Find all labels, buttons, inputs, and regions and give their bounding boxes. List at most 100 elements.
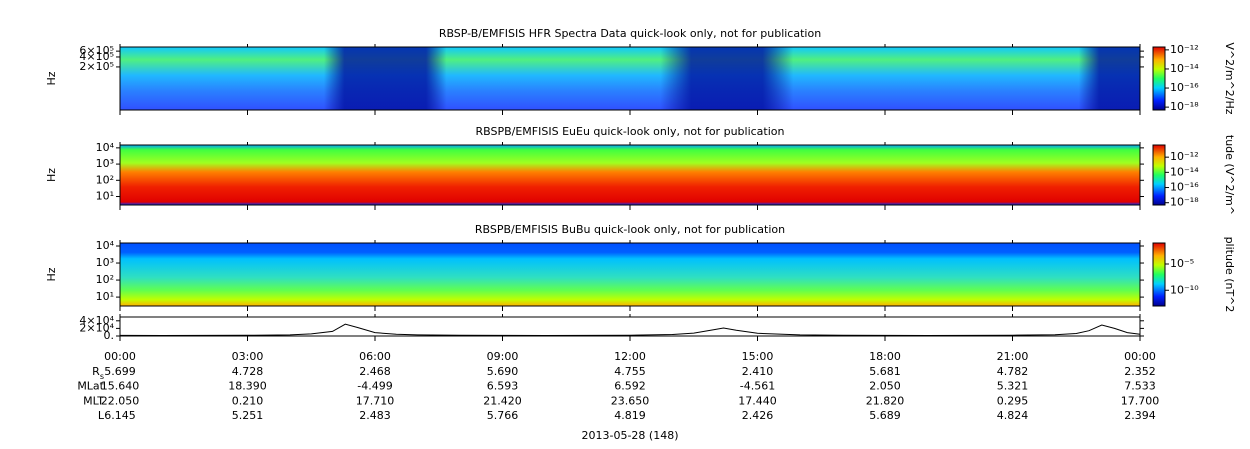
- y-tick-label: 10³: [96, 256, 114, 269]
- x-tick-label: 15:00: [742, 350, 774, 363]
- x-tick-label: 00:00: [104, 350, 136, 363]
- ephemeris-value: 2.426: [742, 409, 774, 422]
- ephemeris-value: 0.210: [232, 394, 264, 407]
- ephemeris-value: 18.390: [228, 380, 267, 393]
- ephemeris-value: 21.820: [866, 394, 905, 407]
- y-tick-label: 10⁴: [96, 141, 115, 154]
- plot-frame: [119, 242, 1141, 307]
- colorbar-tick-label: 10⁻¹⁶: [1170, 81, 1199, 94]
- colorbar-label: V^2/m^2/Hz: [1223, 42, 1236, 114]
- colorbar-tick-label: 10⁻¹⁴: [1170, 62, 1199, 75]
- x-tick-label: 12:00: [614, 350, 646, 363]
- ephemeris-value: 6.593: [487, 380, 519, 393]
- x-tick-label: 03:00: [232, 350, 264, 363]
- y-axis-label: Hz: [45, 168, 58, 182]
- ephemeris-value: 2.410: [742, 365, 774, 378]
- ephemeris-value: 5.681: [869, 365, 901, 378]
- ephemeris-value: 5.690: [487, 365, 519, 378]
- ephemeris-row-label: Rs: [92, 365, 104, 381]
- y-tick-label: 2×10⁴: [79, 321, 114, 334]
- ephemeris-value: 17.700: [1121, 394, 1160, 407]
- ephemeris-value: 2.483: [359, 409, 391, 422]
- ephemeris-value: 5.321: [997, 380, 1029, 393]
- ephemeris-value: 2.394: [1124, 409, 1156, 422]
- ephemeris-value: 5.699: [104, 365, 136, 378]
- y-tick-label: 10¹: [96, 190, 114, 203]
- plot-frame: [119, 46, 1141, 111]
- y-tick-label: 2×10⁵: [79, 60, 114, 73]
- ephemeris-row-name: MLT: [83, 394, 104, 407]
- y-axis-label: Hz: [45, 267, 58, 281]
- y-tick-label: 10⁴: [96, 239, 115, 252]
- spectrogram-image: [120, 47, 1140, 110]
- panel-title: RBSPB/EMFISIS EuEu quick-look only, not …: [475, 125, 784, 138]
- ephemeris-row-name: L: [98, 409, 105, 422]
- ephemeris-row-label: MLT: [83, 394, 104, 407]
- colorbar-label: tude (V^2/m^: [1223, 135, 1236, 215]
- ephemeris-value: 17.710: [356, 394, 395, 407]
- panel-title: RBSPB/EMFISIS BuBu quick-look only, not …: [475, 223, 785, 236]
- colorbar-tick-label: 10⁻¹²: [1170, 150, 1199, 163]
- y-tick-label: 10²: [96, 173, 114, 186]
- ephemeris-row-label: MLat: [77, 380, 104, 393]
- colorbar: [1152, 46, 1166, 111]
- ephemeris-value: 21.420: [483, 394, 522, 407]
- ephemeris-value: 6.592: [614, 380, 646, 393]
- ephemeris-value: 4.782: [997, 365, 1029, 378]
- y-tick-label: 0.: [104, 329, 115, 342]
- colorbar-tick-label: 10⁻¹⁸: [1170, 100, 1199, 113]
- y-tick-label: 10³: [96, 157, 114, 170]
- ephemeris-value: 23.650: [611, 394, 650, 407]
- colorbar-tick-label: 10⁻¹⁸: [1170, 196, 1199, 209]
- y-tick-label: 10²: [96, 273, 114, 286]
- ephemeris-value: -4.561: [740, 380, 775, 393]
- x-tick-label: 06:00: [359, 350, 391, 363]
- ephemeris-value: 4.755: [614, 365, 646, 378]
- ephemeris-value: 22.050: [101, 394, 140, 407]
- plot-frame: [119, 144, 1141, 206]
- ephemeris-value: 0.295: [997, 394, 1029, 407]
- colorbar-tick-label: 10⁻¹²: [1170, 43, 1199, 56]
- ephemeris-value: -4.499: [357, 380, 392, 393]
- x-tick-label: 00:00: [1124, 350, 1156, 363]
- ephemeris-value: 5.689: [869, 409, 901, 422]
- ephemeris-row-name: R: [92, 365, 100, 378]
- ephemeris-value: 5.766: [487, 409, 519, 422]
- spectrogram-fills: [120, 47, 1140, 306]
- colorbar-tick-label: 10⁻¹⁰: [1170, 283, 1199, 296]
- x-tick-label: 09:00: [487, 350, 519, 363]
- ephemeris-value: 7.533: [1124, 380, 1156, 393]
- x-tick-label: 18:00: [869, 350, 901, 363]
- ephemeris-value: 2.050: [869, 380, 901, 393]
- data-line: [119, 323, 1141, 337]
- ephemeris-value: 15.640: [101, 380, 140, 393]
- ephemeris-value: 4.819: [614, 409, 646, 422]
- y-tick-label: 6×10⁵: [79, 44, 114, 57]
- ephemeris-row-name: MLat: [77, 380, 104, 393]
- colorbar-tick-label: 10⁻¹⁶: [1170, 181, 1199, 194]
- ephemeris-value: 4.728: [232, 365, 264, 378]
- ephemeris-value: 5.251: [232, 409, 264, 422]
- plot-frame: [119, 316, 1141, 337]
- ephemeris-value: 6.145: [104, 409, 136, 422]
- colorbar: [1152, 144, 1166, 206]
- ephemeris-value: 2.352: [1124, 365, 1156, 378]
- colorbar-tick-label: 10⁻⁵: [1170, 257, 1194, 270]
- date-label: 2013-05-28 (148): [581, 429, 678, 442]
- y-axis-label: Hz: [45, 71, 58, 85]
- y-tick-label: 10¹: [96, 290, 114, 303]
- ephemeris-value: 17.440: [738, 394, 777, 407]
- colorbar-label: plitude (nT^2: [1223, 237, 1236, 313]
- y-tick-label: 4×10⁴: [79, 314, 114, 327]
- ephemeris-value: 4.824: [997, 409, 1029, 422]
- ephemeris-row-label: L: [98, 409, 105, 422]
- spectrogram-image: [120, 145, 1140, 205]
- x-tick-label: 21:00: [997, 350, 1029, 363]
- colorbar: [1152, 242, 1166, 307]
- panel-title: RBSP-B/EMFISIS HFR Spectra Data quick-lo…: [439, 27, 821, 40]
- spectrogram-image: [120, 243, 1140, 306]
- y-tick-label: 4×10⁵: [79, 50, 114, 63]
- colorbar-tick-label: 10⁻¹⁴: [1170, 165, 1199, 178]
- ephemeris-row-subscript: s: [100, 372, 104, 381]
